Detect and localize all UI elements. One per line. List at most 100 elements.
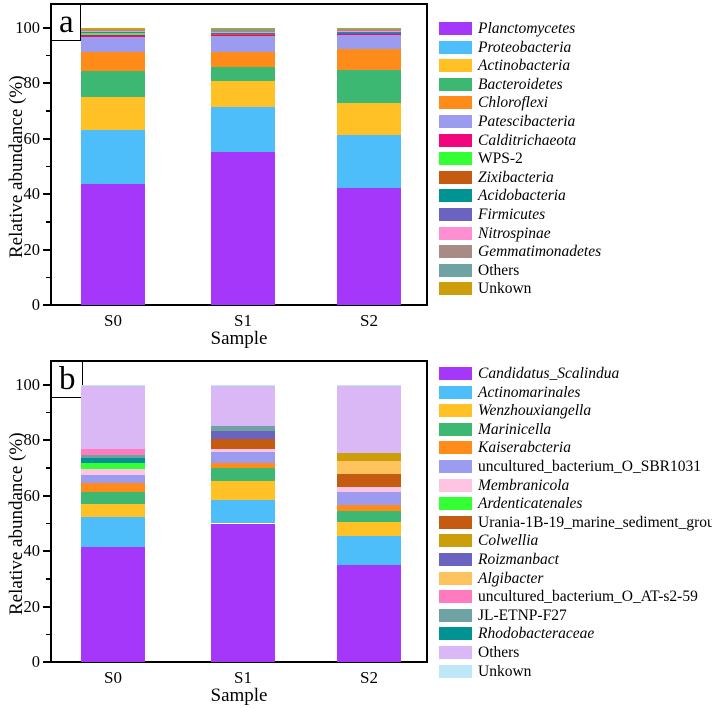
legend-item-label: Roizmanbact: [478, 551, 559, 568]
legend-item-label: WPS-2: [478, 150, 523, 168]
bar-segment-wenzhouxiangella: [337, 522, 401, 536]
legend-item: Actinomarinales: [439, 384, 709, 401]
bar-segment-candidatus-scalindua: [337, 565, 401, 662]
bar-segment-proteobacteria: [337, 134, 401, 188]
legend-item-label: Gemmatimonadetes: [478, 243, 602, 261]
bar-segment-acidobacteria: [211, 32, 275, 34]
legend-item: Nitrospinae: [439, 224, 709, 242]
legend-item-label: uncultured_bacterium_O_SBR1031: [478, 458, 701, 475]
bar-segment-patescibacteria: [81, 37, 145, 52]
bar-segment-uncultured-bacterium-o-sbr1031: [81, 475, 145, 484]
legend-item-label: Ardenticatenales: [478, 495, 583, 513]
y-axis-major-tick: [43, 248, 50, 251]
bar-segment-actinomarinales: [337, 535, 401, 566]
bar-segment-kaiserabcteria: [81, 483, 145, 492]
legend-item: Rhodobacteraceae: [439, 625, 709, 643]
legend-item-label: Acidobacteria: [478, 187, 566, 205]
panel-a-y-axis-title: Relative abundance (%): [6, 75, 27, 258]
legend-color-swatch: [439, 263, 472, 277]
x-axis-category-label: S2: [360, 668, 378, 687]
legend-item-label: Others: [478, 644, 520, 661]
bar-segment-jl-etnp-f27: [81, 455, 145, 459]
legend-item-label: Urania-1B-19_marine_sediment_group: [478, 513, 712, 531]
y-axis-minor-tick: [46, 54, 50, 57]
legend-item: Chloroflexi: [439, 94, 709, 111]
bar-segment-membranicola: [81, 469, 145, 476]
legend-color-swatch: [439, 627, 472, 641]
x-axis-category-label: S1: [234, 311, 252, 330]
bar-segment-marinicella: [337, 511, 401, 523]
bar-segment-gemmatimonadetes: [211, 31, 275, 33]
y-axis-major-tick: [43, 661, 50, 663]
y-axis-major-tick: [43, 137, 50, 140]
legend-color-swatch: [439, 367, 472, 380]
legend-color-swatch: [439, 152, 472, 166]
legend-color-swatch: [439, 22, 472, 35]
bar-segment-marinicella: [211, 468, 275, 481]
legend-item-label: Firmicutes: [478, 206, 546, 223]
bar-segment-patescibacteria: [337, 33, 401, 49]
legend-color-swatch: [439, 282, 472, 296]
legend-item-label: Marinicella: [478, 420, 552, 438]
bar-segment-uncultured-bacterium-o-sbr1031: [211, 452, 275, 464]
x-axis-category-label: S2: [360, 311, 378, 330]
bar-segment-candidatus-scalindua: [211, 523, 275, 662]
y-axis-minor-tick: [46, 276, 50, 279]
legend-item: Planctomycetes: [439, 20, 709, 37]
legend-item: Firmicutes: [439, 206, 709, 223]
bar-segment-unkown: [81, 28, 145, 30]
legend-color-swatch: [439, 189, 472, 203]
legend-color-swatch: [439, 40, 472, 54]
bar-segment-unkown: [211, 28, 275, 29]
y-axis-tick-label: 20: [23, 239, 41, 259]
legend-color-swatch: [439, 404, 472, 418]
bar-segment-actinomarinales: [81, 516, 145, 548]
legend-item: Ardenticatenales: [439, 495, 709, 513]
legend-item-label: Zixibacteria: [478, 168, 554, 186]
legend-item: uncultured_bacterium_O_AT-s2-59: [439, 588, 709, 605]
legend-item-label: Algibacter: [478, 569, 544, 587]
legend-item: Unkown: [439, 280, 709, 298]
y-axis-minor-tick: [46, 165, 50, 168]
bar-segment-gemmatimonadetes: [81, 30, 145, 32]
bar-segment-membranicola: [211, 449, 275, 453]
legend-color-swatch: [439, 245, 472, 259]
legend-item-label: Rhodobacteraceae: [478, 625, 595, 643]
y-axis-tick-label: 80: [23, 73, 41, 93]
bar-segment-urania-1b-19-marine-sediment-group: [211, 439, 275, 450]
y-axis-major-tick: [43, 27, 50, 29]
bar-segment-others: [337, 386, 401, 453]
bar-segment-chloroflexi: [211, 51, 275, 67]
legend-color-swatch: [439, 96, 472, 110]
bar-segment-jl-etnp-f27: [211, 425, 275, 431]
y-axis-minor-tick: [46, 110, 50, 112]
bar-segment-proteobacteria: [81, 130, 145, 184]
x-axis-category-label: S1: [234, 668, 252, 687]
legend-item-label: Kaiserabcteria: [478, 439, 571, 457]
bar-segment-unkown: [337, 385, 401, 387]
legend-item-label: Unkown: [478, 662, 532, 680]
legend-item-label: Nitrospinae: [478, 224, 551, 242]
y-axis-major-tick: [43, 605, 50, 608]
bar-segment-gemmatimonadetes: [337, 29, 401, 32]
bar-segment-unkown: [211, 385, 275, 387]
legend-item: Patescibacteria: [439, 113, 709, 130]
legend-color-swatch: [439, 664, 472, 678]
y-axis-minor-tick: [46, 633, 50, 636]
y-axis-minor-tick: [46, 411, 50, 414]
bar-segment-actinobacteria: [81, 97, 145, 131]
legend-item: Candidatus_Scalindua: [439, 365, 709, 382]
legend-item: Urania-1B-19_marine_sediment_group: [439, 513, 712, 531]
bar-segment-others: [211, 386, 275, 426]
legend-item-label: Unkown: [478, 280, 532, 298]
panel-b-letter: b: [52, 362, 83, 398]
legend-item-label: Bacteroidetes: [478, 75, 563, 93]
legend-item: Roizmanbact: [439, 551, 709, 568]
legend-item: Colwellia: [439, 532, 709, 549]
bar-segment-candidatus-scalindua: [81, 547, 145, 662]
legend-color-swatch: [439, 115, 472, 128]
bar-segment-calditrichaeota: [81, 35, 145, 38]
y-axis-tick-label: 40: [23, 184, 41, 204]
legend-item-label: Calditrichaeota: [478, 131, 577, 149]
